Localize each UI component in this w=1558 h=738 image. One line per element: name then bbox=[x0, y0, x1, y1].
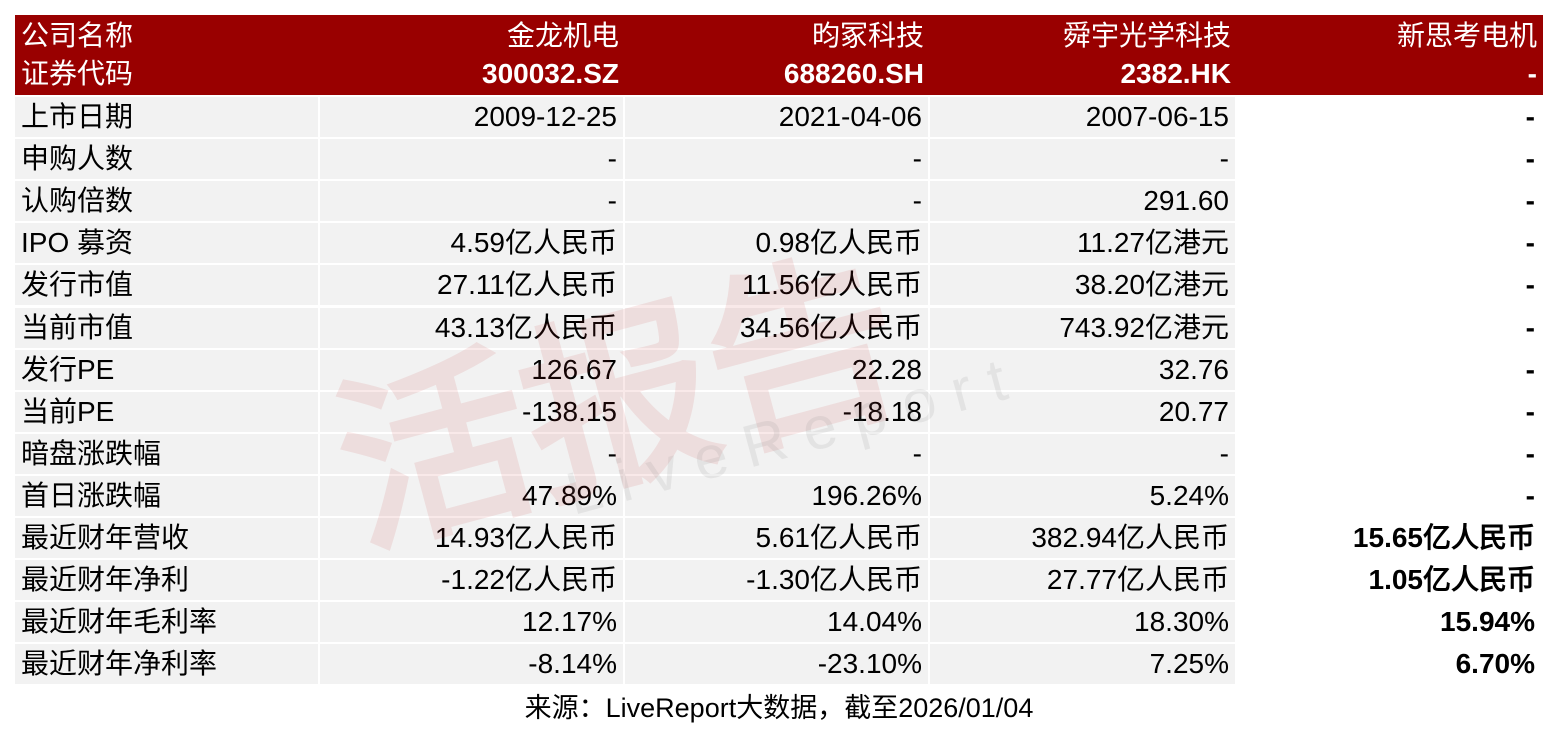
table-cell: -1.30亿人民币 bbox=[625, 560, 928, 601]
table-cell: - bbox=[1237, 433, 1541, 474]
table-cell: 18.30% bbox=[930, 602, 1235, 643]
header-cell: 舜宇光学科技 bbox=[1062, 20, 1231, 51]
table-cell: - bbox=[320, 139, 623, 180]
table-cell: 32.76 bbox=[930, 349, 1235, 390]
table-cell: 743.92亿港元 bbox=[930, 307, 1235, 348]
header-cell: 金龙机电 bbox=[506, 20, 619, 51]
table-cell: - bbox=[625, 139, 928, 180]
table-cell: 14.93亿人民币 bbox=[320, 518, 623, 558]
table-cell: - bbox=[1237, 265, 1541, 306]
table-cell: IPO 募资 bbox=[15, 223, 318, 264]
header-cell: 公司名称 bbox=[21, 20, 134, 51]
table-cell: 1.05亿人民币 bbox=[1237, 560, 1541, 601]
table-cell: 6.70% bbox=[1237, 644, 1541, 685]
table-cell: 126.67 bbox=[320, 349, 623, 390]
table-cell: -1.22亿人民币 bbox=[320, 560, 623, 601]
table-cell: 15.65亿人民币 bbox=[1237, 518, 1541, 558]
table-cell: 0.98亿人民币 bbox=[625, 223, 928, 264]
table-cell: 2021-04-06 bbox=[625, 97, 928, 137]
table-cell: - bbox=[320, 433, 623, 474]
table-cell: 最近财年净利 bbox=[15, 560, 318, 601]
table-cell: - bbox=[1237, 223, 1541, 264]
table-cell: -138.15 bbox=[320, 391, 623, 432]
table-cell: 14.04% bbox=[625, 602, 928, 643]
table-cell: -8.14% bbox=[320, 644, 623, 685]
table-cell: 发行市值 bbox=[15, 265, 318, 306]
table-cell: 38.20亿港元 bbox=[930, 265, 1235, 306]
table-cell: 当前市值 bbox=[15, 307, 318, 348]
table-cell: - bbox=[1237, 349, 1541, 390]
table-cell: - bbox=[320, 181, 623, 222]
table-cell: 4.59亿人民币 bbox=[320, 223, 623, 264]
table-cell: 11.27亿港元 bbox=[930, 223, 1235, 264]
table-cell: 27.11亿人民币 bbox=[320, 265, 623, 306]
header-cell: 新思考电机 bbox=[1396, 20, 1537, 51]
table-cell: 382.94亿人民币 bbox=[930, 518, 1235, 558]
table-cell: - bbox=[1237, 139, 1541, 180]
table-cell: - bbox=[1237, 307, 1541, 348]
table-cell: 2009-12-25 bbox=[320, 97, 623, 137]
table-cell: - bbox=[1237, 181, 1541, 222]
table-cell: 上市日期 bbox=[15, 97, 318, 137]
table-cell: 最近财年净利率 bbox=[15, 644, 318, 685]
table-cell: 5.61亿人民币 bbox=[625, 518, 928, 558]
table-cell: 最近财年营收 bbox=[15, 518, 318, 558]
table-cell: 15.94% bbox=[1237, 602, 1541, 643]
table-cell: 暗盘涨跌幅 bbox=[15, 433, 318, 474]
table-cell: - bbox=[1237, 391, 1541, 432]
table-cell: 47.89% bbox=[320, 475, 623, 516]
source: 来源：LiveReport大数据，截至2026/01/04 bbox=[524, 693, 1034, 723]
table-cell: 最近财年毛利率 bbox=[15, 602, 318, 643]
table-cell: 43.13亿人民币 bbox=[320, 307, 623, 348]
header-cell: 688260.SH bbox=[783, 58, 924, 89]
table-cell: 5.24% bbox=[930, 475, 1235, 516]
table-cell: - bbox=[625, 433, 928, 474]
table-cell: 196.26% bbox=[625, 475, 928, 516]
header-cell: 2382.HK bbox=[1120, 58, 1231, 89]
table-cell: 20.77 bbox=[930, 391, 1235, 432]
table-cell: -23.10% bbox=[625, 644, 928, 685]
header-cell: - bbox=[1527, 58, 1537, 89]
table-cell: 申购人数 bbox=[15, 139, 318, 180]
header-cell: 昀冢科技 bbox=[811, 20, 924, 51]
table-cell: 首日涨跌幅 bbox=[15, 475, 318, 516]
table-cell: - bbox=[1237, 475, 1541, 516]
table-cell: - bbox=[930, 433, 1235, 474]
table-cell: - bbox=[930, 139, 1235, 180]
table-cell: 27.77亿人民币 bbox=[930, 560, 1235, 601]
table-cell: 34.56亿人民币 bbox=[625, 307, 928, 348]
header-cell: 300032.SZ bbox=[482, 58, 619, 89]
table-cell: 认购倍数 bbox=[15, 181, 318, 222]
table-cell: 12.17% bbox=[320, 602, 623, 643]
header-band bbox=[15, 15, 1543, 95]
table-cell: - bbox=[1237, 97, 1541, 137]
table-cell: 发行PE bbox=[15, 349, 318, 390]
table-cell: - bbox=[625, 181, 928, 222]
table-cell: 7.25% bbox=[930, 644, 1235, 685]
header-cell: 证券代码 bbox=[21, 58, 134, 89]
table-cell: 当前PE bbox=[15, 391, 318, 432]
table-cell: 291.60 bbox=[930, 181, 1235, 222]
table-cell: -18.18 bbox=[625, 391, 928, 432]
table-cell: 11.56亿人民币 bbox=[625, 265, 928, 306]
table-cell: 2007-06-15 bbox=[930, 97, 1235, 137]
table-cell: 22.28 bbox=[625, 349, 928, 390]
